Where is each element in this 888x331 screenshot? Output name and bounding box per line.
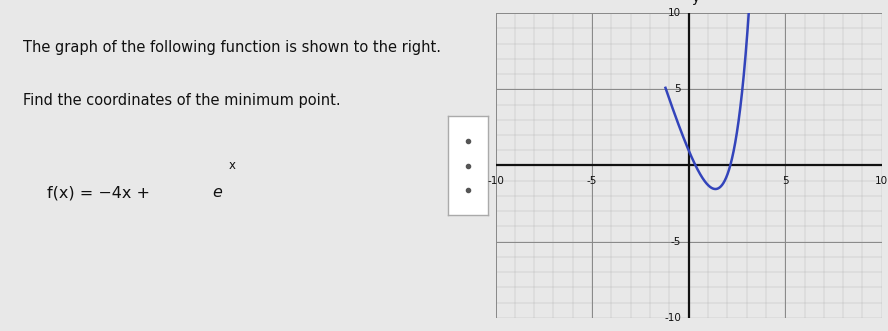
Text: -10: -10 [487, 176, 504, 186]
Text: 5: 5 [782, 176, 789, 186]
Text: -5: -5 [670, 237, 681, 247]
Text: Find the coordinates of the minimum point.: Find the coordinates of the minimum poin… [23, 93, 341, 108]
Text: -5: -5 [587, 176, 598, 186]
Text: 10: 10 [876, 176, 888, 186]
Text: -10: -10 [664, 313, 681, 323]
Text: y: y [691, 0, 700, 5]
Text: 10: 10 [668, 8, 681, 18]
Text: x: x [228, 159, 235, 172]
Text: f(x) = −4x +: f(x) = −4x + [47, 185, 155, 200]
Text: The graph of the following function is shown to the right.: The graph of the following function is s… [23, 40, 441, 55]
Text: 5: 5 [674, 84, 681, 94]
Text: e: e [212, 185, 222, 200]
